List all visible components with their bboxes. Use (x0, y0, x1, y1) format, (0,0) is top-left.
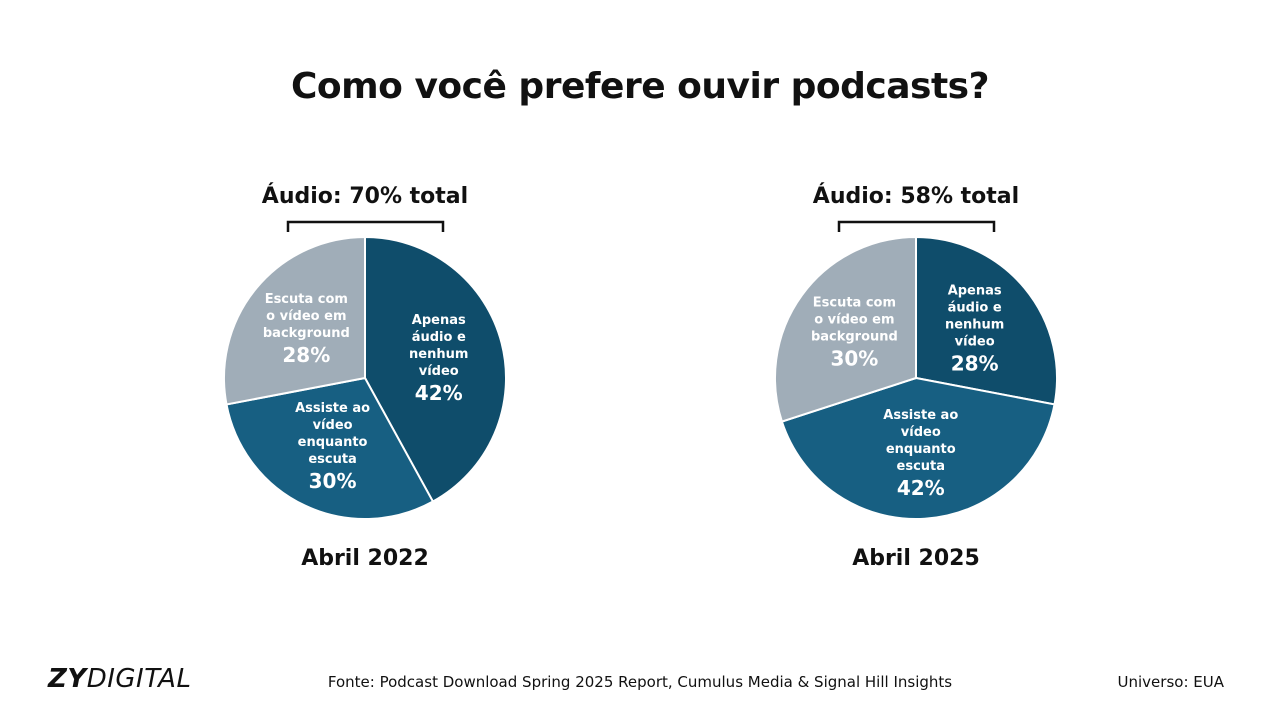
source-note: Fonte: Podcast Download Spring 2025 Repo… (327, 673, 953, 691)
period-label-2022: Abril 2022 (301, 546, 429, 571)
slice-label-line: o vídeo em (814, 313, 894, 328)
slice-label-line: background (811, 330, 898, 345)
universe-note: Universo: EUA (1117, 673, 1224, 691)
slice-value-assiste-video-2025: 42% (897, 476, 945, 500)
slice-value-escuta-background-2025: 30% (830, 347, 878, 371)
slice-label-apenas-audio-2025: Apenas áudio e nenhum vídeo 28% (945, 283, 1004, 375)
audio-bracket-2025 (837, 220, 996, 232)
slice-label-line: enquanto (298, 435, 368, 450)
slice-label-line: vídeo (955, 334, 995, 349)
slice-label-assiste-video-2022: Assiste ao vídeo enquanto escuta 30% (295, 401, 370, 493)
slice-label-line: enquanto (886, 442, 956, 457)
slice-assiste-video-2022 (225, 376, 435, 520)
period-label-2025: Abril 2025 (852, 546, 980, 571)
slice-apenas-audio-2025 (915, 235, 1058, 406)
slice-apenas-audio-2022 (364, 235, 507, 503)
slice-label-line: o vídeo em (266, 309, 346, 324)
chart-title: Como você prefere ouvir podcasts? (291, 66, 989, 107)
slice-label-line: background (263, 326, 350, 341)
slice-value-assiste-video-2022: 30% (309, 469, 357, 493)
slice-label-line: Apenas (412, 313, 466, 328)
slice-label-line: Escuta com (813, 296, 896, 311)
slice-label-line: áudio e (412, 330, 466, 345)
pie-chart-2022: Áudio: 70% total Apenas áudio e nenhum víde… (145, 176, 585, 586)
slice-label-line: Escuta com (265, 292, 348, 307)
slice-label-escuta-background-2022: Escuta com o vídeo em background 28% (263, 292, 350, 367)
slice-value-apenas-audio-2022: 42% (415, 381, 463, 405)
audio-total-label-2025: Áudio: 58% total (812, 184, 1020, 209)
slice-escuta-background-2025 (774, 235, 917, 423)
slice-label-line: Assiste ao (883, 408, 958, 423)
pie-svg-2022: Apenas áudio e nenhum vídeo 42% Assiste ao víd… (223, 220, 507, 520)
slice-assiste-video-2025 (780, 376, 1056, 520)
slice-label-line: vídeo (313, 418, 353, 433)
slice-label-line: nenhum (945, 317, 1004, 332)
slice-label-line: vídeo (901, 425, 941, 440)
slice-label-line: áudio e (948, 300, 1002, 315)
slice-label-assiste-video-2025: Assiste ao vídeo enquanto escuta 42% (883, 408, 958, 500)
logo-bold-part: ZY (48, 664, 87, 694)
slice-label-line: escuta (897, 459, 946, 474)
audio-total-label-2022: Áudio: 70% total (261, 184, 469, 209)
slice-label-line: Apenas (948, 283, 1002, 298)
slice-label-line: vídeo (419, 364, 459, 379)
slice-label-apenas-audio-2022: Apenas áudio e nenhum vídeo 42% (409, 313, 468, 405)
logo-light-part: DIGITAL (86, 664, 192, 694)
slice-value-escuta-background-2022: 28% (282, 343, 330, 367)
slice-label-line: nenhum (409, 347, 468, 362)
pie-svg-2025: Apenas áudio e nenhum vídeo 28% Assiste ao víd… (774, 220, 1058, 520)
slice-label-escuta-background-2025: Escuta com o vídeo em background 30% (811, 296, 898, 371)
slice-escuta-background-2022 (223, 235, 366, 406)
slice-value-apenas-audio-2025: 28% (951, 351, 999, 375)
pie-chart-2025: Áudio: 58% total Apenas áudio e nenhum víde… (696, 176, 1136, 586)
zydigital-logo: ZYDIGITAL (48, 664, 191, 694)
slice-label-line: Assiste ao (295, 401, 370, 416)
audio-bracket-2022 (286, 220, 445, 232)
slice-label-line: escuta (308, 452, 357, 467)
